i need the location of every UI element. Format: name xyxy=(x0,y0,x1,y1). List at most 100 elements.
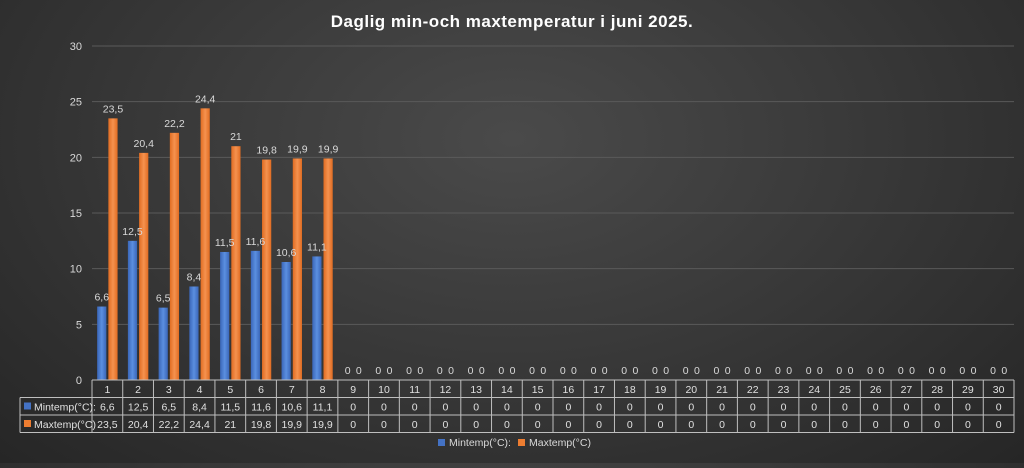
x-tick-label: 15 xyxy=(532,384,544,396)
x-tick-label: 12 xyxy=(440,384,452,396)
table-cell: 0 xyxy=(565,402,571,414)
table-cell: 0 xyxy=(750,419,756,431)
data-label: 0 xyxy=(387,365,393,377)
x-tick-label: 17 xyxy=(593,384,605,396)
table-cell: 0 xyxy=(934,419,940,431)
table-cell: 6,5 xyxy=(162,402,177,414)
table-cell: 0 xyxy=(473,402,479,414)
data-label: 0 xyxy=(990,365,996,377)
data-label: 0 xyxy=(909,365,915,377)
table-cell: 0 xyxy=(719,402,725,414)
y-tick-label: 30 xyxy=(70,41,82,53)
table-cell: 0 xyxy=(535,402,541,414)
bar-min xyxy=(127,240,138,380)
table-cell: 0 xyxy=(873,402,879,414)
bar-min xyxy=(220,251,230,380)
data-label: 6,5 xyxy=(156,293,171,305)
bars xyxy=(97,108,333,380)
data-label: 0 xyxy=(406,365,412,377)
x-tick-label: 16 xyxy=(563,384,575,396)
table-cell: 0 xyxy=(842,402,848,414)
table-cell: 0 xyxy=(596,419,602,431)
data-label: 0 xyxy=(591,365,597,377)
x-tick-label: 20 xyxy=(685,384,697,396)
legend-label: Maxtemp(°C) xyxy=(529,437,591,449)
x-tick-label: 8 xyxy=(320,384,326,396)
data-label: 0 xyxy=(836,365,842,377)
table-cell: 0 xyxy=(842,419,848,431)
y-tick-label: 10 xyxy=(70,264,82,276)
data-label: 0 xyxy=(345,365,351,377)
data-label: 0 xyxy=(633,365,639,377)
legend: Mintemp(°C): Maxtemp(°C) xyxy=(438,437,591,449)
table-cell: 23,5 xyxy=(97,419,118,431)
data-label: 0 xyxy=(786,365,792,377)
table-cell: 0 xyxy=(504,419,510,431)
bar-min xyxy=(189,286,199,380)
data-label: 10,6 xyxy=(276,247,297,259)
data-label: 0 xyxy=(971,365,977,377)
data-label: 0 xyxy=(744,365,750,377)
data-label: 19,9 xyxy=(287,143,308,155)
table-cell: 0 xyxy=(627,402,633,414)
data-label: 0 xyxy=(479,365,485,377)
bar-max xyxy=(108,118,118,380)
legend-key xyxy=(518,439,525,446)
data-label: 0 xyxy=(1001,365,1007,377)
data-label: 12,5 xyxy=(122,226,143,238)
data-label: 0 xyxy=(817,365,823,377)
data-label: 0 xyxy=(725,365,731,377)
x-tick-label: 25 xyxy=(839,384,851,396)
bar-min xyxy=(281,261,291,380)
bar-min xyxy=(312,256,322,380)
bar-max xyxy=(139,152,149,380)
table-cell: 19,8 xyxy=(251,419,272,431)
table-cell: 0 xyxy=(781,402,787,414)
legend-label: Mintemp(°C): xyxy=(449,437,511,449)
table-cell: 0 xyxy=(688,402,694,414)
x-tick-label: 7 xyxy=(289,384,295,396)
table-cell: 0 xyxy=(381,402,387,414)
data-label: 0 xyxy=(510,365,516,377)
x-tick-label: 5 xyxy=(227,384,233,396)
data-label: 6,6 xyxy=(94,292,109,304)
table-cell: 0 xyxy=(996,419,1002,431)
table-cell: 24,4 xyxy=(189,419,210,431)
data-label: 0 xyxy=(959,365,965,377)
data-label: 0 xyxy=(714,365,720,377)
table-cell: 0 xyxy=(565,419,571,431)
table-cell: 0 xyxy=(965,419,971,431)
table-cell: 0 xyxy=(811,419,817,431)
data-label: 0 xyxy=(529,365,535,377)
data-label: 0 xyxy=(375,365,381,377)
x-tick-label: 26 xyxy=(870,384,882,396)
data-table: 1 2 3 4 5 6 7 8 9 10 11 12 13 14 15 16 17 18 19 20 21 22 23 24 2… xyxy=(19,379,1015,433)
data-label: 19,9 xyxy=(318,143,339,155)
table-cell: 20,4 xyxy=(128,419,149,431)
table-cell: 0 xyxy=(658,402,664,414)
table-cell: 19,9 xyxy=(282,419,303,431)
x-tick-label: 14 xyxy=(501,384,513,396)
data-label: 0 xyxy=(448,365,454,377)
x-tick-label: 6 xyxy=(258,384,264,396)
data-label: 23,5 xyxy=(103,103,124,115)
table-cell: 0 xyxy=(965,402,971,414)
table-cell: 0 xyxy=(688,419,694,431)
table-cell: 8,4 xyxy=(192,402,207,414)
table-cell: 0 xyxy=(350,402,356,414)
data-label: 0 xyxy=(437,365,443,377)
bar-max xyxy=(169,132,180,380)
table-cell: 0 xyxy=(873,419,879,431)
table-cell: 19,9 xyxy=(312,419,333,431)
table-cell: 0 xyxy=(996,402,1002,414)
x-tick-label: 11 xyxy=(409,384,420,396)
bar-min xyxy=(250,250,261,380)
data-label: 0 xyxy=(560,365,566,377)
x-tick-label: 27 xyxy=(901,384,913,396)
x-tick-label: 30 xyxy=(993,384,1005,396)
x-tick-label: 29 xyxy=(962,384,974,396)
table-cell: 11,5 xyxy=(220,402,240,414)
data-label: 0 xyxy=(755,365,761,377)
table-cell: 0 xyxy=(934,402,940,414)
